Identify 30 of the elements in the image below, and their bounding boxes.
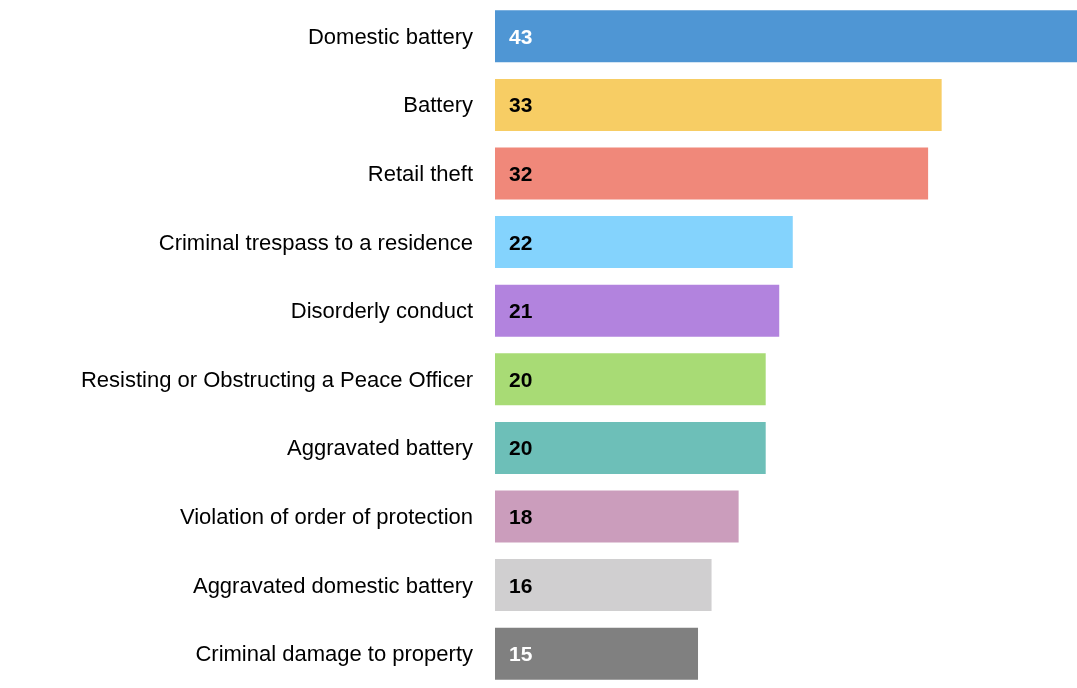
bar [495, 353, 766, 406]
y-tick-label: Resisting or Obstructing a Peace Officer [80, 366, 473, 392]
bar [495, 216, 793, 269]
bar [495, 421, 766, 474]
y-tick-label: Disorderly conduct [290, 298, 473, 324]
bar [495, 78, 942, 131]
data-label: 20 [509, 436, 533, 460]
y-tick-label: Aggravated domestic battery [192, 572, 473, 598]
data-label: 43 [509, 24, 533, 48]
data-label: 32 [509, 162, 533, 185]
bar [495, 627, 699, 680]
y-tick-label: Criminal damage to property [195, 641, 473, 667]
y-tick-label: Retail theft [367, 161, 473, 186]
y-tick-label: Battery [403, 92, 473, 118]
data-label: 15 [509, 642, 533, 666]
y-tick-label: Aggravated battery [287, 435, 473, 461]
bar [495, 10, 1077, 63]
bar [495, 490, 739, 543]
data-label: 21 [509, 299, 533, 323]
bar [495, 284, 780, 337]
y-tick-label: Domestic battery [307, 23, 473, 49]
bar [495, 147, 929, 200]
data-label: 22 [509, 230, 533, 254]
data-label: 20 [509, 367, 533, 391]
data-label: 18 [509, 505, 533, 528]
y-tick-label: Violation of order of protection [179, 504, 473, 529]
data-label: 33 [509, 93, 533, 117]
y-tick-label: Criminal trespass to a residence [158, 229, 473, 255]
data-label: 16 [509, 573, 533, 597]
bar [495, 559, 712, 612]
